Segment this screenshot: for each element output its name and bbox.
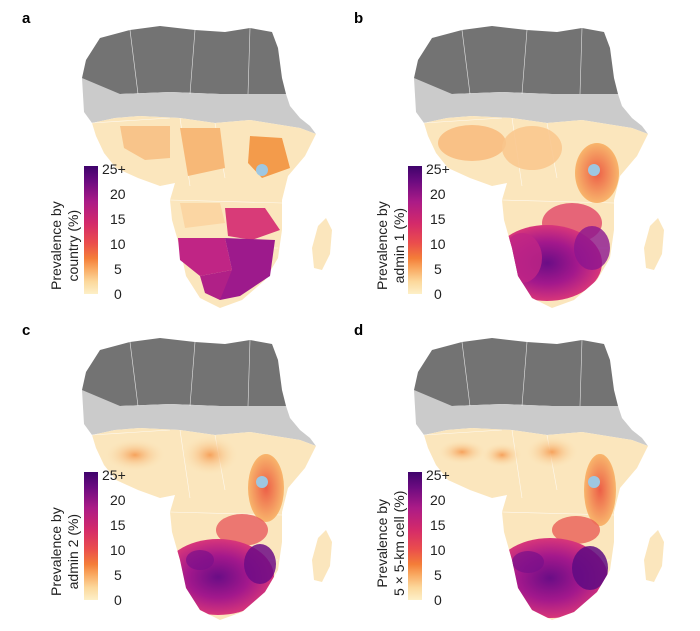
tick-label: 25+ — [426, 161, 450, 177]
tick-label: 25+ — [426, 467, 450, 483]
tick-label: 0 — [434, 286, 442, 302]
tick-label: 15 — [110, 211, 126, 227]
tick-label: 15 — [430, 517, 446, 533]
tick-label: 15 — [110, 517, 126, 533]
tick-label: 5 — [434, 261, 442, 277]
legend-title: Prevalence by admin 2 (%) — [48, 507, 81, 596]
tick-label: 0 — [114, 286, 122, 302]
legend-title: Prevalence by country (%) — [48, 201, 81, 290]
tick-label: 20 — [430, 492, 446, 508]
panel-letter: d — [354, 322, 364, 339]
map-panel-a: a Prevalence by country (%) 25+ 20 15 10… — [20, 8, 350, 309]
panel-letter: c — [22, 322, 31, 339]
legend-title: Prevalence by 5 × 5-km cell (%) — [374, 490, 407, 596]
panel-letter: a — [22, 10, 31, 27]
colorbar — [84, 472, 98, 600]
legend-title: Prevalence by admin 1 (%) — [374, 201, 407, 290]
tick-label: 10 — [110, 236, 126, 252]
tick-label: 20 — [430, 186, 446, 202]
map-panel-c: c Prevalence by admin 2 (%) 25+ 20 15 10… — [20, 320, 350, 621]
tick-label: 20 — [110, 186, 126, 202]
tick-label: 10 — [110, 542, 126, 558]
tick-label: 20 — [110, 492, 126, 508]
tick-label: 15 — [430, 211, 446, 227]
tick-label: 25+ — [102, 467, 126, 483]
tick-label: 5 — [434, 567, 442, 583]
colorbar — [408, 472, 422, 600]
colorbar — [408, 166, 422, 294]
tick-label: 5 — [114, 261, 122, 277]
colorbar — [84, 166, 98, 294]
tick-label: 25+ — [102, 161, 126, 177]
map-panel-b: b Prevalence by admin 1 (%) 25+ 20 15 10… — [352, 8, 682, 309]
tick-label: 5 — [114, 567, 122, 583]
map-panel-d: d Prevalence by 5 × 5-km cell (%) 25+ 20… — [352, 320, 682, 621]
tick-label: 10 — [430, 542, 446, 558]
tick-label: 0 — [114, 592, 122, 608]
tick-label: 10 — [430, 236, 446, 252]
tick-label: 0 — [434, 592, 442, 608]
panel-letter: b — [354, 10, 364, 27]
